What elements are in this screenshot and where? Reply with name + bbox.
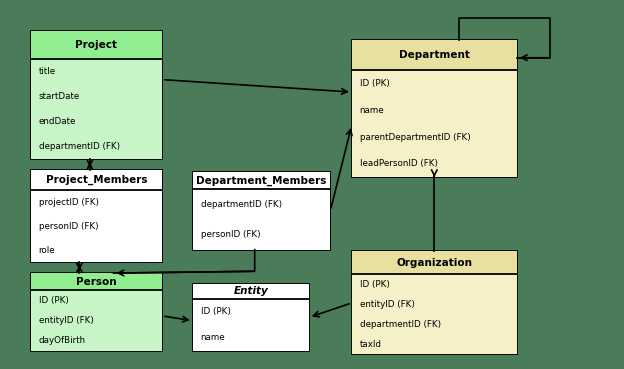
Text: Department: Department xyxy=(399,50,470,60)
Text: ID (PK): ID (PK) xyxy=(359,79,389,88)
Text: endDate: endDate xyxy=(39,117,76,126)
Text: name: name xyxy=(201,333,225,342)
Text: parentDepartmentID (FK): parentDepartmentID (FK) xyxy=(359,132,470,142)
Text: Entity: Entity xyxy=(233,286,268,296)
Text: taxId: taxId xyxy=(359,340,382,349)
Bar xyxy=(352,274,517,355)
Text: departmentID (FK): departmentID (FK) xyxy=(201,200,282,208)
Bar xyxy=(31,190,162,262)
Bar xyxy=(31,273,162,351)
Text: name: name xyxy=(359,106,384,115)
Text: entityID (FK): entityID (FK) xyxy=(39,316,94,325)
Bar xyxy=(352,40,517,70)
Text: Project_Members: Project_Members xyxy=(46,175,147,185)
Text: departmentID (FK): departmentID (FK) xyxy=(39,142,120,151)
Bar xyxy=(193,284,309,299)
Bar xyxy=(193,189,330,249)
Bar xyxy=(193,299,309,351)
Bar xyxy=(352,251,517,274)
Bar xyxy=(31,273,162,290)
Text: personID (FK): personID (FK) xyxy=(39,222,98,231)
Bar xyxy=(31,290,162,351)
Text: Person: Person xyxy=(76,277,117,287)
Text: Department_Members: Department_Members xyxy=(197,175,327,186)
Text: Organization: Organization xyxy=(396,258,472,268)
Text: title: title xyxy=(39,67,56,76)
Text: departmentID (FK): departmentID (FK) xyxy=(359,320,441,329)
Bar xyxy=(352,70,517,177)
Text: ID (PK): ID (PK) xyxy=(359,280,389,289)
Text: role: role xyxy=(39,246,56,255)
Bar xyxy=(31,170,162,262)
Text: entityID (FK): entityID (FK) xyxy=(359,300,414,309)
Bar xyxy=(193,172,330,249)
Text: dayOfBirth: dayOfBirth xyxy=(39,336,85,345)
Bar xyxy=(31,31,162,159)
Text: ID (PK): ID (PK) xyxy=(39,296,69,305)
Text: Project: Project xyxy=(76,40,117,50)
Text: personID (FK): personID (FK) xyxy=(201,230,260,239)
Text: leadPersonID (FK): leadPersonID (FK) xyxy=(359,159,437,168)
Text: startDate: startDate xyxy=(39,92,80,101)
Text: projectID (FK): projectID (FK) xyxy=(39,198,99,207)
Bar xyxy=(31,59,162,159)
Bar xyxy=(352,251,517,355)
Bar xyxy=(31,31,162,59)
Bar xyxy=(31,170,162,190)
Text: ID (PK): ID (PK) xyxy=(201,307,231,316)
Bar xyxy=(352,40,517,177)
Bar xyxy=(193,284,309,351)
Bar xyxy=(193,172,330,189)
